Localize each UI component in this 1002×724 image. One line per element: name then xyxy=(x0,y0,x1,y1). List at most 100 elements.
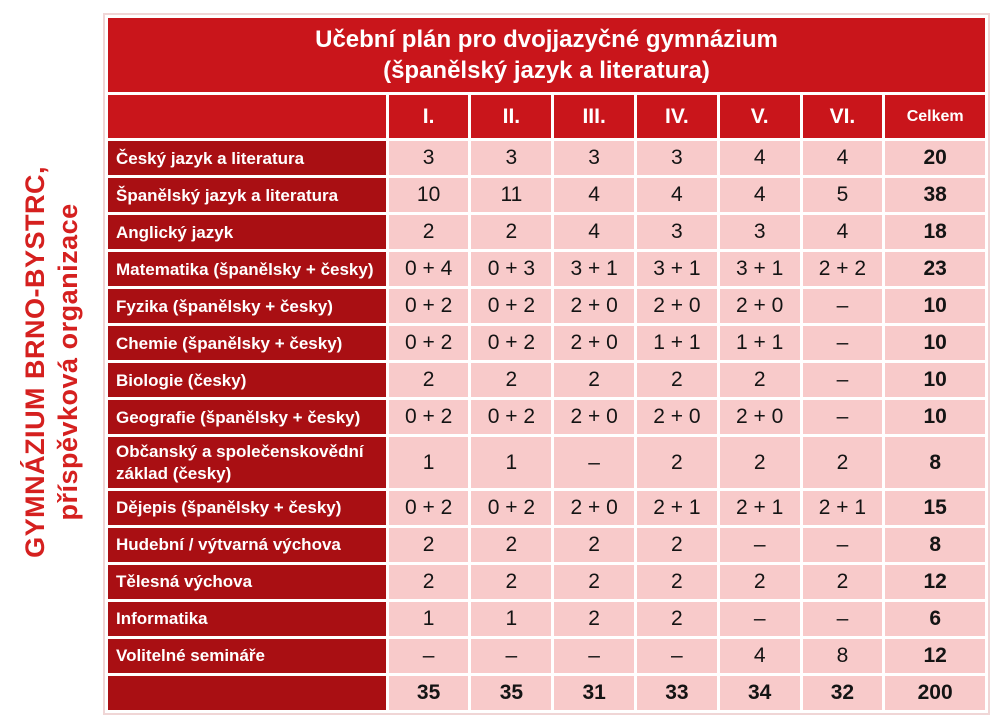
hours-cell: 1 xyxy=(471,601,552,636)
hours-cell: 35 xyxy=(388,675,469,710)
hours-cell: 4 xyxy=(719,638,800,673)
row-total-cell: 20 xyxy=(885,141,985,176)
hours-cell: 3 xyxy=(637,141,717,176)
hours-cell: 3 xyxy=(719,215,800,250)
table-title-line-1: Učební plán pro dvojjazyčné gymnázium xyxy=(315,26,778,53)
hours-cell: 2 + 0 xyxy=(719,289,800,324)
row-total-cell: 10 xyxy=(885,363,985,398)
curriculum-table-container: Učební plán pro dvojjazyčné gymnázium (š… xyxy=(103,13,990,715)
subject-label: Dějepis (španělsky + česky) xyxy=(108,490,386,525)
row-total-cell: 38 xyxy=(885,178,985,213)
hours-cell: 3 + 1 xyxy=(719,252,800,287)
row-total-cell: 23 xyxy=(885,252,985,287)
table-row: Hudební / výtvarná výchova 2 2 2 2– –8 xyxy=(108,527,985,562)
column-header-row: I. II. III. IV. V. VI. Celkem xyxy=(108,95,985,139)
hours-cell: 33 xyxy=(637,675,717,710)
totals-row: 35 35 31 33 34 32 200 xyxy=(108,675,985,710)
hours-cell: 5 xyxy=(802,178,883,213)
row-total-cell: 8 xyxy=(885,437,985,488)
column-header: I. xyxy=(388,95,469,139)
hours-cell: 0 + 2 xyxy=(471,326,552,361)
hours-cell: – xyxy=(802,601,883,636)
table-row: Španělský jazyk a literatura 10 11 4 4 4 5 38 xyxy=(108,178,985,213)
hours-cell: 4 xyxy=(802,215,883,250)
hours-cell: 2 + 2 xyxy=(802,252,883,287)
hours-cell: 3 xyxy=(637,215,717,250)
school-name-line-2: příspěvková organizace xyxy=(53,203,84,521)
row-total-cell: 12 xyxy=(885,564,985,599)
subject-label: Chemie (španělsky + česky) xyxy=(108,326,386,361)
hours-cell: 2 + 0 xyxy=(554,289,635,324)
column-header: II. xyxy=(471,95,552,139)
hours-cell: 8 xyxy=(802,638,883,673)
hours-cell: 2 xyxy=(471,564,552,599)
hours-cell: 0 + 2 xyxy=(471,400,552,435)
hours-cell: 2 xyxy=(719,564,800,599)
hours-cell: 2 xyxy=(637,601,717,636)
hours-cell: 34 xyxy=(719,675,800,710)
hours-cell: 0 + 2 xyxy=(388,490,469,525)
hours-cell: 2 xyxy=(554,564,635,599)
hours-cell: 3 + 1 xyxy=(637,252,717,287)
hours-cell: – xyxy=(802,326,883,361)
column-header: III. xyxy=(554,95,635,139)
subject-label: Matematika (španělsky + česky) xyxy=(108,252,386,287)
hours-cell: 2 + 1 xyxy=(637,490,717,525)
hours-cell: 2 + 0 xyxy=(554,400,635,435)
hours-cell: 1 xyxy=(388,437,469,488)
column-header: Celkem xyxy=(885,95,985,139)
hours-cell: 2 + 0 xyxy=(637,289,717,324)
hours-cell: 1 xyxy=(471,437,552,488)
hours-cell: – xyxy=(802,527,883,562)
column-header: V. xyxy=(719,95,800,139)
hours-cell: – xyxy=(637,638,717,673)
hours-cell: 1 xyxy=(388,601,469,636)
hours-cell: 3 xyxy=(554,141,635,176)
hours-cell: – xyxy=(554,437,635,488)
hours-cell: 2 xyxy=(388,564,469,599)
hours-cell: 0 + 2 xyxy=(471,490,552,525)
row-total-cell: 8 xyxy=(885,527,985,562)
table-row: Anglický jazyk 2 2 4 3 3 4 18 xyxy=(108,215,985,250)
hours-cell: – xyxy=(471,638,552,673)
subject-label: Tělesná výchova xyxy=(108,564,386,599)
corner-cell xyxy=(108,95,386,139)
subject-label: Informatika xyxy=(108,601,386,636)
hours-cell: 2 xyxy=(637,564,717,599)
hours-cell: 11 xyxy=(471,178,552,213)
hours-cell: – xyxy=(802,400,883,435)
hours-cell: 2 + 0 xyxy=(554,326,635,361)
hours-cell: 0 + 3 xyxy=(471,252,552,287)
hours-cell: 2 xyxy=(554,363,635,398)
curriculum-table: Učební plán pro dvojjazyčné gymnázium (š… xyxy=(105,15,988,713)
hours-cell: 2 xyxy=(719,363,800,398)
hours-cell: – xyxy=(554,638,635,673)
hours-cell: 31 xyxy=(554,675,635,710)
row-total-cell: 10 xyxy=(885,400,985,435)
column-header: IV. xyxy=(637,95,717,139)
totals-label-cell xyxy=(108,675,386,710)
hours-cell: 1 + 1 xyxy=(719,326,800,361)
hours-cell: – xyxy=(719,527,800,562)
hours-cell: 4 xyxy=(719,141,800,176)
subject-label: Volitelné semináře xyxy=(108,638,386,673)
hours-cell: 0 + 2 xyxy=(388,326,469,361)
hours-cell: 4 xyxy=(719,178,800,213)
subject-label: Biologie (česky) xyxy=(108,363,386,398)
hours-cell: 2 + 1 xyxy=(802,490,883,525)
table-title: Učební plán pro dvojjazyčné gymnázium (š… xyxy=(108,18,985,93)
hours-cell: 10 xyxy=(388,178,469,213)
table-row: Tělesná výchova 2 2 2 2 2 2 12 xyxy=(108,564,985,599)
hours-cell: 2 xyxy=(637,527,717,562)
hours-cell: 2 + 0 xyxy=(554,490,635,525)
hours-cell: 2 xyxy=(471,527,552,562)
hours-cell: 2 + 0 xyxy=(637,400,717,435)
hours-cell: 0 + 2 xyxy=(388,289,469,324)
hours-cell: 4 xyxy=(802,141,883,176)
hours-cell: 2 xyxy=(554,527,635,562)
table-row: Volitelné semináře – – – –4 8 12 xyxy=(108,638,985,673)
